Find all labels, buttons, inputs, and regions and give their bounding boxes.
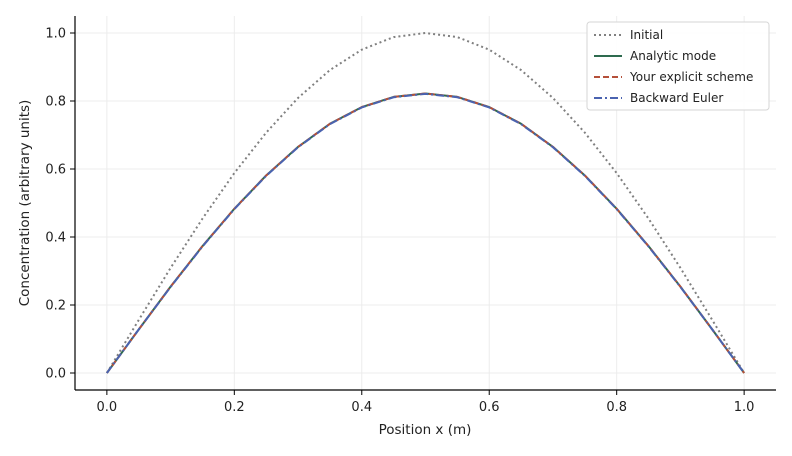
- y-tick-label: 0.2: [45, 299, 66, 314]
- series-line-your-explicit-scheme: [106, 92, 745, 374]
- x-tick-label: 1.0: [734, 400, 755, 415]
- y-tick-label: 0.0: [45, 367, 66, 382]
- x-ticks: 0.0 0.2 0.4 0.6 0.8 1.0: [97, 390, 755, 415]
- legend-label: Backward Euler: [630, 91, 723, 105]
- series-line-backward-euler: [106, 92, 745, 374]
- x-tick-label: 0.4: [351, 400, 372, 415]
- axes: [74, 16, 776, 391]
- y-axis-label: Concentration (arbitrary units): [17, 100, 33, 307]
- series-line-analytic-mode: [106, 92, 745, 374]
- y-ticks: 0.0 0.2 0.4 0.6 0.8 1.0: [45, 27, 75, 382]
- legend-label: Initial: [630, 28, 663, 42]
- legend-box: [586, 21, 770, 111]
- x-tick-label: 0.6: [479, 400, 500, 415]
- x-tick-label: 0.8: [606, 400, 627, 415]
- x-tick-label: 0.2: [224, 400, 245, 415]
- y-tick-label: 0.8: [45, 95, 66, 110]
- y-tick-label: 1.0: [45, 27, 66, 42]
- y-tick-label: 0.6: [45, 163, 66, 178]
- series-line-initial: [106, 32, 745, 374]
- x-tick-label: 0.0: [97, 400, 118, 415]
- legend-label: Analytic mode: [630, 49, 716, 63]
- x-axis-label: Position x (m): [379, 422, 472, 438]
- legend: Initial Analytic mode Your explicit scheme…: [586, 21, 770, 111]
- y-tick-label: 0.4: [45, 231, 66, 246]
- series-group: [106, 32, 745, 374]
- legend-label: Your explicit scheme: [629, 70, 753, 84]
